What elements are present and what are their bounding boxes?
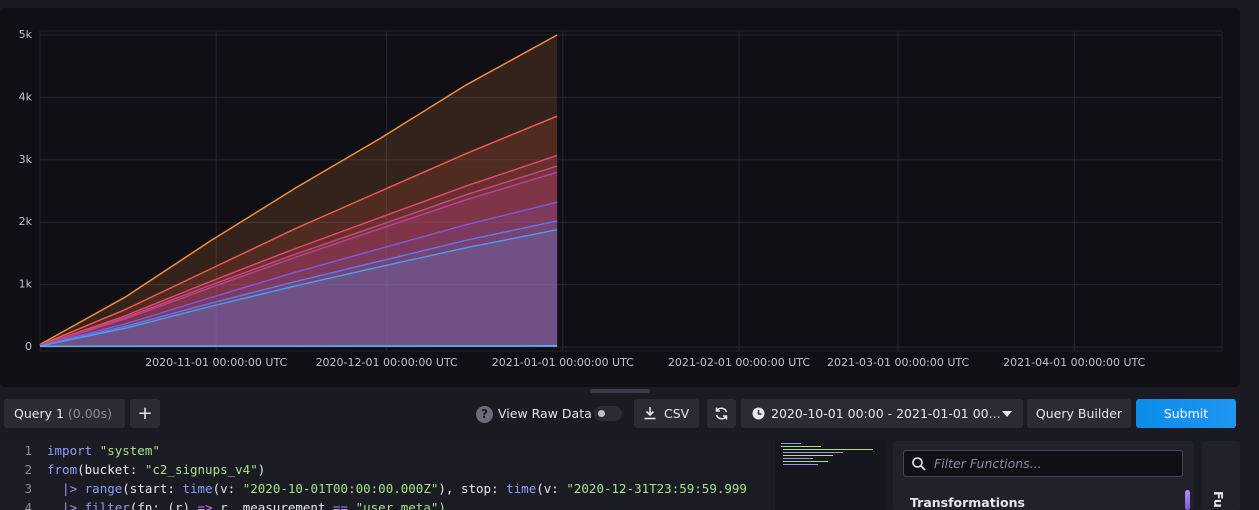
- series-line: [39, 154, 558, 347]
- refresh-icon: [715, 407, 728, 420]
- side-tab[interactable]: Fu: [1202, 441, 1240, 510]
- line-number: 3: [24, 481, 32, 496]
- code-line: from(bucket: "c2_signups_v4"): [47, 462, 265, 477]
- x-tick-label: 2020-12-01 00:00:00 UTC: [316, 356, 458, 369]
- x-tick-label: 2021-02-01 00:00:00 UTC: [668, 356, 810, 369]
- code-token: "2020-12-31T23:59:59.999: [566, 481, 747, 496]
- x-tick-label: 2021-04-01 00:00:00 UTC: [1003, 356, 1145, 369]
- y-tick-label: 1k: [19, 278, 33, 291]
- code-line: import "system": [47, 443, 160, 458]
- y-tick-label: 3k: [19, 153, 33, 166]
- series-line: [39, 228, 558, 347]
- code-token: (start:: [122, 481, 183, 496]
- line-number: 1: [24, 443, 32, 458]
- functions-panel: Filter Functions... Transformations: [893, 441, 1194, 510]
- code-token: "system": [92, 443, 160, 458]
- graph-panel: [0, 8, 1240, 387]
- resize-handle[interactable]: [590, 389, 650, 393]
- code-editor[interactable]: 1 import "system" 2 from(bucket: "c2_signup…: [0, 440, 885, 510]
- csv-label: CSV: [664, 406, 690, 421]
- series-area: [40, 155, 558, 347]
- csv-button[interactable]: CSV: [634, 399, 699, 428]
- code-token: filter: [84, 500, 130, 510]
- code-token: time: [506, 481, 537, 496]
- raw-data-toggle[interactable]: [594, 406, 622, 421]
- series-area: [40, 35, 558, 347]
- series-line: [39, 165, 558, 347]
- section-title: Transformations: [910, 495, 1025, 510]
- code-token: "c2_signups_v4": [144, 462, 258, 477]
- code-token: "2020-10-01T00:00:00.000Z": [242, 481, 439, 496]
- add-query[interactable]: +: [130, 399, 160, 428]
- series-line: [39, 115, 558, 346]
- y-tick-label: 4k: [19, 90, 33, 103]
- code-token: (bucket:: [77, 462, 145, 477]
- code-line: |> filter(fn: (r) => r._measurement == "…: [47, 500, 446, 510]
- series-line: [39, 201, 558, 347]
- y-tick-label: 2k: [19, 215, 33, 228]
- minimap: [775, 440, 885, 510]
- x-tick-label: 2020-11-01 00:00:00 UTC: [145, 356, 287, 369]
- x-tick-label: 2021-01-01 00:00:00 UTC: [492, 356, 634, 369]
- y-tick-label: 0: [25, 340, 32, 353]
- series-line: [39, 220, 558, 347]
- series-line: [39, 34, 558, 346]
- code-token: ): [257, 462, 266, 477]
- download-icon: [644, 407, 656, 420]
- filter-input[interactable]: Filter Functions...: [903, 450, 1183, 477]
- code-token: (v:: [212, 481, 243, 496]
- series-line: [39, 171, 558, 347]
- scrollbar: [1185, 490, 1190, 510]
- code-token: =>: [197, 500, 213, 510]
- code-token: ), stop:: [438, 481, 507, 496]
- submit-button[interactable]: Submit: [1136, 399, 1236, 428]
- code-line: |> range(start: time(v: "2020-10-01T00:0…: [47, 481, 747, 496]
- view-raw-label: View Raw Data: [498, 406, 592, 421]
- code-token: range: [84, 481, 123, 496]
- code-token: "user_meta"): [348, 500, 446, 510]
- line-number: 2: [24, 462, 32, 477]
- code-token: from: [47, 462, 78, 477]
- plot-frame: [39, 30, 1223, 352]
- code-token: r._measurement: [212, 500, 334, 510]
- code-token: (fn: (r): [129, 500, 198, 510]
- line-number: 4: [24, 500, 32, 510]
- code-token: (v:: [536, 481, 567, 496]
- query-tab[interactable]: Query 1 (0.00s): [4, 399, 125, 428]
- time-range-dropdown[interactable]: 2020-10-01 00:00 - 2021-01-01 00...: [741, 399, 1023, 428]
- clock-icon: [752, 407, 765, 420]
- y-tick-label: 5k: [19, 28, 33, 41]
- code-token: import: [47, 443, 93, 458]
- caret: [1002, 411, 1012, 417]
- code-token: |>: [47, 481, 85, 496]
- code-token: time: [182, 481, 213, 496]
- time-range: 2020-10-01 00:00 - 2021-01-01 00...: [771, 406, 1001, 421]
- query-time: (0.00s): [67, 406, 113, 421]
- query-builder-button[interactable]: Query Builder: [1027, 399, 1131, 428]
- code-token: ==: [333, 500, 349, 510]
- filter-placeholder: Filter Functions...: [934, 456, 1042, 471]
- query-tab-name: Query 1: [14, 406, 64, 421]
- help-icon[interactable]: ?: [476, 406, 493, 423]
- side-tab-label: Fu: [1211, 491, 1226, 508]
- x-tick-label: 2021-03-01 00:00:00 UTC: [827, 356, 969, 369]
- code-token: |>: [47, 500, 85, 510]
- refresh-button[interactable]: [707, 399, 736, 428]
- series-area: [40, 220, 558, 347]
- search-icon: [912, 457, 926, 471]
- series-line: [39, 345, 558, 348]
- chart: 0 1k 2k 3k 4k 5k 2020-11-01 00:00:00 UTC 2020-1…: [19, 28, 1223, 369]
